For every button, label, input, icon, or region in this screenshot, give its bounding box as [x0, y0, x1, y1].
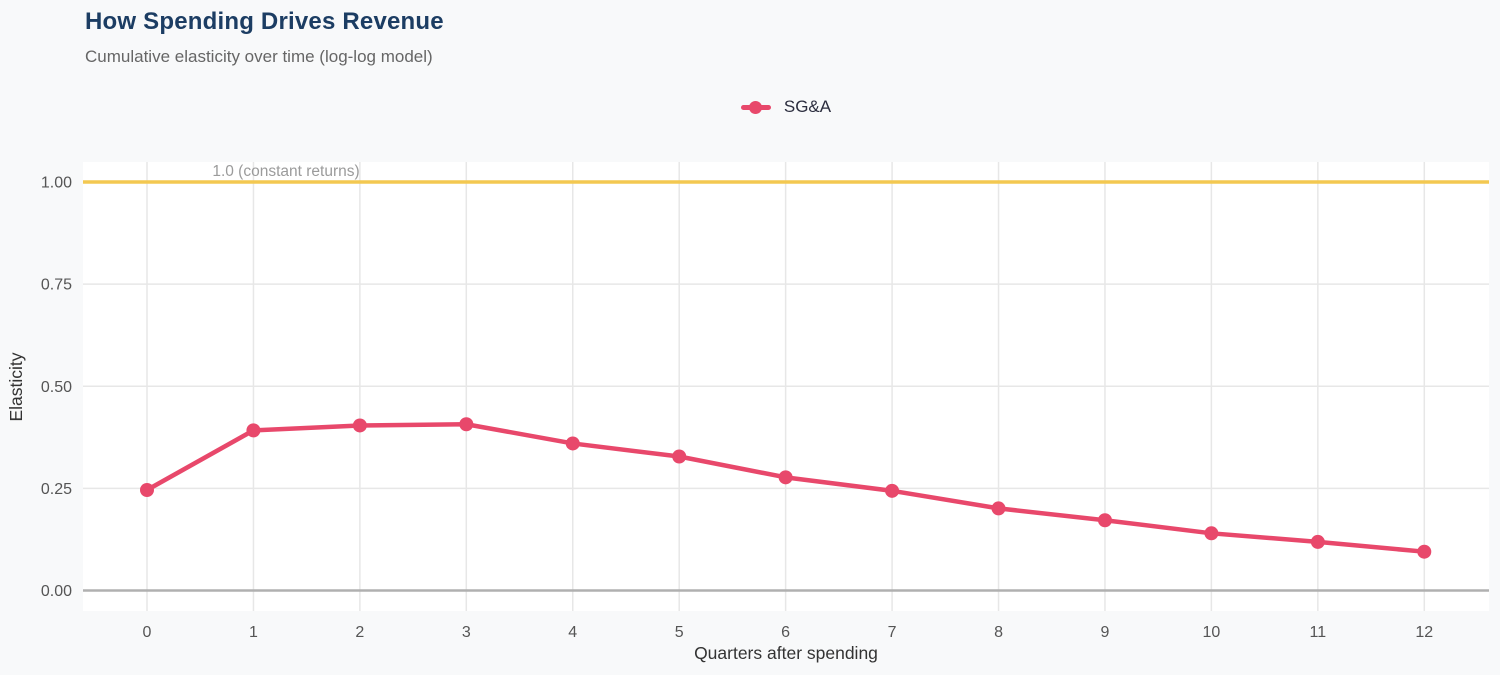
y-axis-tick-label: 0.75 [41, 277, 72, 294]
elasticity-line-chart: 1.0 (constant returns) 0.00 0.25 0.50 0.75 1.… [6, 162, 1489, 663]
reference-line-label: 1.0 (constant returns) [212, 163, 359, 180]
data-point-marker [352, 418, 367, 433]
y-axis-tick-label: 0.00 [41, 583, 72, 600]
data-point-marker [565, 436, 580, 451]
data-point-marker [1417, 544, 1432, 559]
x-axis-tick-label: 5 [675, 624, 684, 641]
data-point-marker [459, 417, 474, 432]
legend-item-sga[interactable]: SG&A [740, 97, 832, 117]
x-axis-tick-label: 4 [568, 624, 577, 641]
data-point-marker [246, 423, 261, 438]
y-axis-tick-label: 0.50 [41, 379, 72, 396]
x-axis-tick-label: 6 [781, 624, 790, 641]
x-axis-tick-label: 2 [355, 624, 364, 641]
data-point-marker [1310, 534, 1325, 549]
x-axis-tick-label: 3 [462, 624, 471, 641]
y-axis-tick-label: 1.00 [41, 175, 72, 192]
data-point-marker [140, 483, 154, 498]
x-axis-tick-label: 0 [143, 624, 152, 641]
page-title: How Spending Drives Revenue [85, 8, 444, 35]
legend: SG&A [83, 97, 1489, 117]
x-axis-tick-label: 1 [249, 624, 258, 641]
data-point-marker [672, 449, 687, 464]
data-point-marker [1097, 513, 1112, 528]
x-axis-tick-label: 9 [1101, 624, 1110, 641]
x-axis-tick-label: 12 [1415, 624, 1433, 641]
data-point-marker [991, 501, 1006, 516]
y-axis-tick-label: 0.25 [41, 481, 72, 498]
page-subtitle: Cumulative elasticity over time (log-log… [85, 47, 433, 66]
x-axis-title: Quarters after spending [694, 643, 878, 663]
data-point-marker [778, 470, 793, 485]
data-point-marker [885, 483, 900, 498]
y-axis-title: Elasticity [6, 352, 26, 421]
x-axis-tick-label: 10 [1203, 624, 1221, 641]
x-axis-tick-label: 7 [888, 624, 897, 641]
x-axis-tick-label: 8 [994, 624, 1003, 641]
data-point-marker [1204, 526, 1219, 541]
x-axis-tick-label: 11 [1310, 624, 1327, 641]
legend-line-marker-icon [740, 99, 771, 115]
legend-label: SG&A [783, 97, 832, 116]
